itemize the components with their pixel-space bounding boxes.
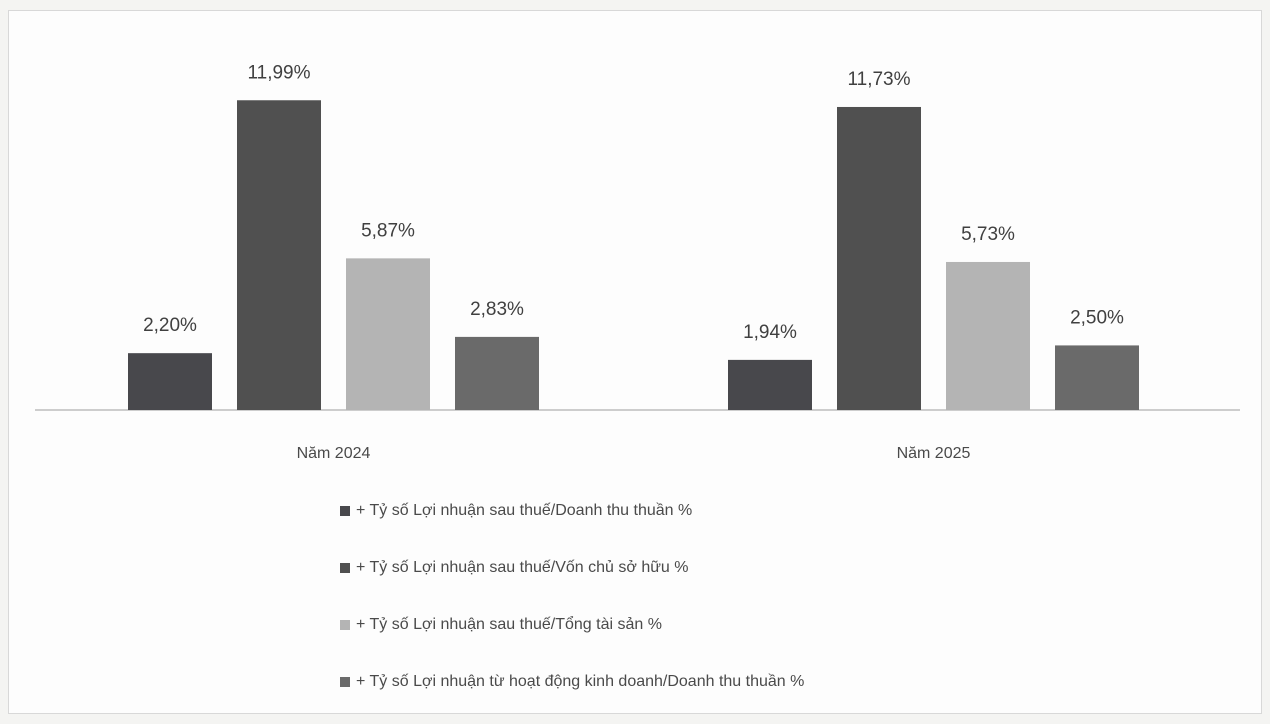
legend-item-3: + Tỷ số Lợi nhuận sau thuế/Tổng tài sản … xyxy=(340,610,804,640)
legend-item-1: + Tỷ số Lợi nhuận sau thuế/Doanh thu thu… xyxy=(340,496,804,526)
value-label-s2-c2: 11,73% xyxy=(847,69,910,90)
legend-swatch-1 xyxy=(340,506,350,516)
bar-s4-c1 xyxy=(455,336,539,410)
legend-swatch-2 xyxy=(340,563,350,573)
value-label-s1-c1: 2,20% xyxy=(143,315,197,336)
value-label-s3-c2: 5,73% xyxy=(961,224,1015,245)
category-label-1: Năm 2024 xyxy=(297,445,371,462)
bar-s2-c2 xyxy=(837,106,921,410)
legend: + Tỷ số Lợi nhuận sau thuế/Doanh thu thu… xyxy=(340,496,804,724)
legend-label-1: + Tỷ số Lợi nhuận sau thuế/Doanh thu thu… xyxy=(356,502,693,519)
value-label-s3-c1: 5,87% xyxy=(361,220,415,241)
value-label-s4-c2: 2,50% xyxy=(1070,307,1124,328)
legend-label-2: + Tỷ số Lợi nhuận sau thuế/Vốn chủ sở hữ… xyxy=(356,559,689,576)
chart-frame xyxy=(8,10,1262,714)
bar-s2-c1 xyxy=(237,100,321,410)
category-label-2: Năm 2025 xyxy=(897,445,971,462)
legend-item-2: + Tỷ số Lợi nhuận sau thuế/Vốn chủ sở hữ… xyxy=(340,553,804,583)
legend-swatch-4 xyxy=(340,677,350,687)
value-label-s2-c1: 11,99% xyxy=(247,62,310,83)
bar-chart: 2,20% 11,99% 5,87% 2,83% 1,94% 11,73% 5,73% 2,5… xyxy=(35,62,1240,462)
bar-s4-c2 xyxy=(1055,345,1139,410)
value-label-s4-c1: 2,83% xyxy=(470,299,524,320)
value-label-s1-c2: 1,94% xyxy=(743,322,797,343)
bar-s1-c1 xyxy=(128,353,212,410)
bar-s3-c1 xyxy=(346,258,430,410)
bar-s1-c2 xyxy=(728,359,812,410)
legend-swatch-3 xyxy=(340,620,350,630)
bar-s3-c2 xyxy=(946,261,1030,410)
legend-item-4: + Tỷ số Lợi nhuận từ hoạt động kinh doan… xyxy=(340,667,804,697)
legend-label-4: + Tỷ số Lợi nhuận từ hoạt động kinh doan… xyxy=(356,673,805,690)
legend-label-3: + Tỷ số Lợi nhuận sau thuế/Tổng tài sản … xyxy=(356,616,662,633)
